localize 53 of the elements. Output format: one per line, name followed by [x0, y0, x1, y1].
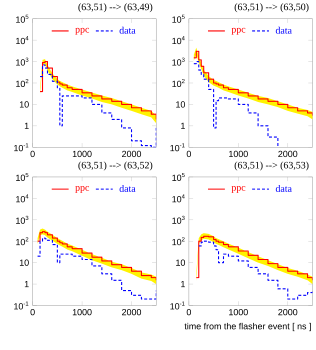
x-tick-label: 2000 — [122, 150, 141, 158]
y-tick-label: 10$^{3}$ — [172, 58, 184, 66]
y-tick-label: 10$^{-1}$ — [14, 302, 28, 310]
y-tick-label: 10$^{2}$ — [172, 237, 184, 246]
y-tick-label: 10$^{5}$ — [172, 14, 184, 23]
y-tick-label: 10 — [176, 259, 185, 266]
y-tick-label: 10 — [20, 259, 29, 266]
x-tick-label: 0 — [30, 150, 35, 158]
y-tick-label: 10$^{2}$ — [16, 78, 28, 88]
chart-title: (63,51) --> (63,53) — [234, 162, 308, 170]
y-tick-label: 10$^{2}$ — [16, 237, 28, 246]
chart-title: (63,51) --> (63,49) — [78, 3, 152, 12]
y-tick-label: 10$^{-1}$ — [14, 143, 28, 152]
chart-title: (63,51) --> (63,50) — [234, 3, 308, 12]
legend-label: data — [276, 184, 292, 192]
legend-label: ppc — [75, 28, 89, 35]
legend-label: ppc — [75, 186, 89, 193]
y-tick-label: 1 — [24, 122, 28, 129]
y-tick-label: 10$^{5}$ — [172, 172, 184, 181]
y-tick-label: 10$^{3}$ — [172, 216, 184, 224]
y-tick-label: 10$^{4}$ — [16, 194, 28, 202]
legend-label: data — [119, 184, 136, 192]
legend-label: ppc — [231, 186, 246, 193]
chart-title: (63,51) --> (63,52) — [78, 162, 152, 170]
x-tick-label: 0 — [30, 308, 35, 316]
x-axis-title: time from the flasher event [ ns ] — [184, 322, 311, 332]
legend-label: data — [119, 26, 136, 34]
y-tick-label: 10 — [176, 101, 185, 108]
legend-label: data — [276, 26, 292, 34]
x-tick-label: 2000 — [278, 308, 298, 316]
y-tick-label: 10$^{4}$ — [172, 194, 185, 202]
y-tick-label: 10$^{4}$ — [16, 36, 28, 44]
x-tick-label: 1000 — [228, 150, 248, 158]
x-tick-label: 2000 — [122, 308, 141, 316]
x-tick-label: 1000 — [228, 308, 248, 316]
y-tick-label: 10$^{-1}$ — [170, 302, 184, 310]
y-tick-label: 10$^{5}$ — [16, 14, 28, 23]
x-tick-label: 1000 — [72, 308, 92, 316]
y-tick-label: 10$^{5}$ — [16, 172, 28, 181]
y-tick-label: 10$^{-1}$ — [170, 143, 184, 152]
y-tick-label: 1 — [24, 281, 28, 288]
x-tick-label: 0 — [186, 308, 191, 316]
x-tick-label: 2000 — [278, 150, 298, 158]
y-tick-label: 10$^{3}$ — [16, 216, 28, 224]
x-tick-label: 1000 — [72, 150, 92, 158]
legend-label: ppc — [231, 28, 246, 35]
y-tick-label: 10$^{4}$ — [172, 36, 185, 44]
x-tick-label: 0 — [186, 150, 191, 158]
y-tick-label: 10 — [20, 101, 29, 108]
y-tick-label: 1 — [180, 281, 185, 288]
y-tick-label: 1 — [180, 122, 185, 129]
y-tick-label: 10$^{2}$ — [172, 78, 184, 88]
y-tick-label: 10$^{3}$ — [16, 58, 28, 66]
